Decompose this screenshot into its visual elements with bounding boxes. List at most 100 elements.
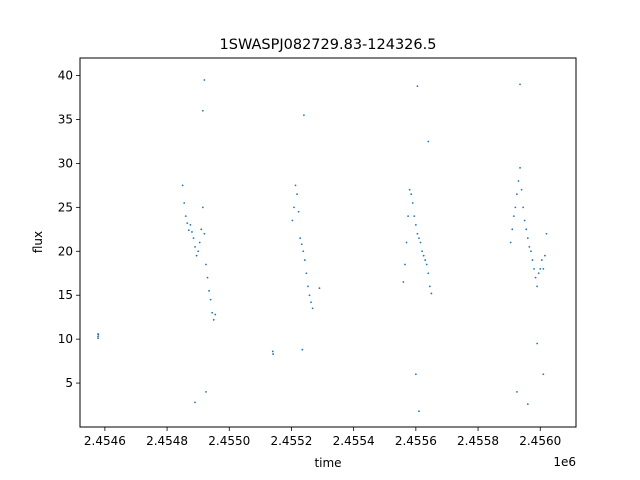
data-point <box>416 85 419 88</box>
data-point <box>526 237 529 240</box>
data-point <box>416 232 419 235</box>
data-point <box>209 298 212 301</box>
data-points <box>97 79 548 413</box>
data-point <box>407 215 409 218</box>
data-point <box>424 259 427 261</box>
data-point <box>311 307 314 310</box>
data-point <box>184 215 187 218</box>
data-point <box>404 263 406 266</box>
data-point <box>205 263 207 266</box>
data-point <box>526 403 529 406</box>
data-point <box>533 267 535 270</box>
data-point <box>307 285 309 288</box>
x-tick-label: 2.4550 <box>208 434 250 448</box>
data-point <box>187 229 190 232</box>
data-point <box>194 245 196 248</box>
x-tick-label: 2.4548 <box>146 434 188 448</box>
data-point <box>413 215 416 218</box>
x-tick-label: 2.4560 <box>519 434 561 448</box>
data-point <box>525 228 528 231</box>
data-point <box>522 206 525 209</box>
y-tick-label: 40 <box>58 69 73 83</box>
data-point <box>509 241 512 244</box>
data-point <box>191 231 193 233</box>
data-point <box>301 348 304 351</box>
data-point <box>534 276 537 279</box>
data-point <box>212 318 215 321</box>
data-point <box>411 202 414 204</box>
data-point <box>427 272 430 275</box>
data-point <box>203 79 206 81</box>
y-tick-label: 5 <box>65 376 73 390</box>
data-point <box>203 232 206 235</box>
data-point <box>194 401 196 404</box>
data-point <box>211 311 214 314</box>
data-point <box>418 410 420 413</box>
plot-frame <box>79 57 577 428</box>
data-point <box>97 335 99 338</box>
data-point <box>523 219 526 222</box>
data-point <box>519 83 521 86</box>
data-point <box>536 285 539 288</box>
x-tick-label: 2.4552 <box>270 434 312 448</box>
data-point <box>511 228 514 231</box>
x-tick-label: 2.4558 <box>457 434 499 448</box>
data-point <box>183 202 186 204</box>
data-point <box>302 114 305 117</box>
data-point <box>519 166 521 169</box>
data-point <box>271 350 274 353</box>
data-point <box>97 337 99 340</box>
data-point <box>531 259 534 261</box>
data-point <box>425 263 428 266</box>
data-point <box>428 285 431 288</box>
data-point <box>408 188 411 191</box>
data-point <box>422 254 425 257</box>
data-point <box>542 373 545 376</box>
data-point <box>200 228 203 231</box>
data-point <box>192 237 195 240</box>
data-point <box>272 353 275 355</box>
data-point <box>201 206 204 209</box>
data-point <box>539 267 542 270</box>
y-tick-label: 25 <box>58 200 73 214</box>
data-point <box>308 294 311 297</box>
data-point <box>516 193 518 196</box>
data-point <box>303 259 306 261</box>
data-point <box>418 237 420 240</box>
data-point <box>205 390 207 393</box>
data-point <box>517 180 520 182</box>
data-point <box>520 188 523 191</box>
data-point <box>293 206 295 209</box>
data-point <box>405 241 408 244</box>
data-point <box>402 281 405 283</box>
data-point <box>540 259 543 261</box>
x-tick-label: 2.4546 <box>84 434 126 448</box>
data-point <box>430 292 433 295</box>
data-point <box>300 243 303 246</box>
y-tick-label: 20 <box>58 244 73 258</box>
x-axis-offset-label: 1e6 <box>553 455 576 469</box>
y-axis: 5 10 15 20 25 30 35 40 <box>58 69 80 390</box>
chart-title: 1SWASPJ082729.83-124326.5 <box>220 37 437 53</box>
data-point <box>189 224 192 226</box>
data-point <box>186 222 189 225</box>
data-point <box>530 250 532 253</box>
x-axis: 2.4546 2.4548 2.4550 2.4552 2.4554 2.4556 2.45… <box>84 427 561 448</box>
data-point <box>414 224 417 226</box>
data-point <box>294 184 297 187</box>
data-point <box>514 206 517 209</box>
data-point <box>421 250 423 253</box>
data-point <box>302 250 305 253</box>
data-point <box>208 289 210 292</box>
data-point <box>512 215 515 218</box>
data-point <box>427 140 430 143</box>
data-point <box>201 109 204 112</box>
data-point <box>537 272 540 275</box>
data-point <box>410 193 413 196</box>
data-point <box>291 219 294 222</box>
data-point <box>545 232 548 235</box>
data-point <box>414 373 417 376</box>
data-point <box>198 241 201 244</box>
data-point <box>197 250 200 253</box>
